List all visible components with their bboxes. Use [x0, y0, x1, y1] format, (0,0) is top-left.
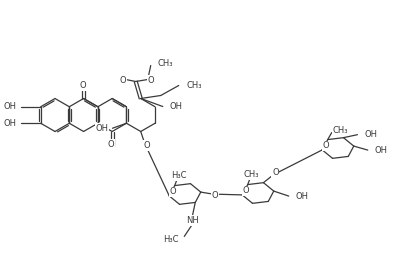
Text: O: O — [79, 81, 86, 90]
Text: OH: OH — [365, 130, 378, 139]
Text: OH: OH — [4, 102, 17, 111]
Text: OH: OH — [96, 124, 109, 133]
Text: H₃C: H₃C — [163, 235, 178, 244]
Text: O: O — [212, 190, 218, 200]
Text: H₃C: H₃C — [171, 171, 186, 180]
Text: O: O — [243, 186, 250, 195]
Text: OH: OH — [170, 102, 183, 111]
Text: O: O — [147, 76, 154, 85]
Text: OH: OH — [296, 191, 309, 201]
Text: CH₃: CH₃ — [333, 126, 348, 135]
Text: O: O — [272, 168, 279, 177]
Text: NH: NH — [186, 216, 199, 225]
Text: OH: OH — [4, 119, 17, 128]
Text: O: O — [108, 140, 114, 149]
Text: O: O — [323, 141, 330, 151]
Text: CH₃: CH₃ — [187, 81, 202, 90]
Text: CH₃: CH₃ — [244, 170, 259, 179]
Text: CH₃: CH₃ — [158, 59, 173, 68]
Text: O: O — [119, 76, 126, 85]
Text: O: O — [170, 187, 176, 196]
Text: OH: OH — [375, 146, 388, 155]
Text: O: O — [143, 141, 150, 150]
